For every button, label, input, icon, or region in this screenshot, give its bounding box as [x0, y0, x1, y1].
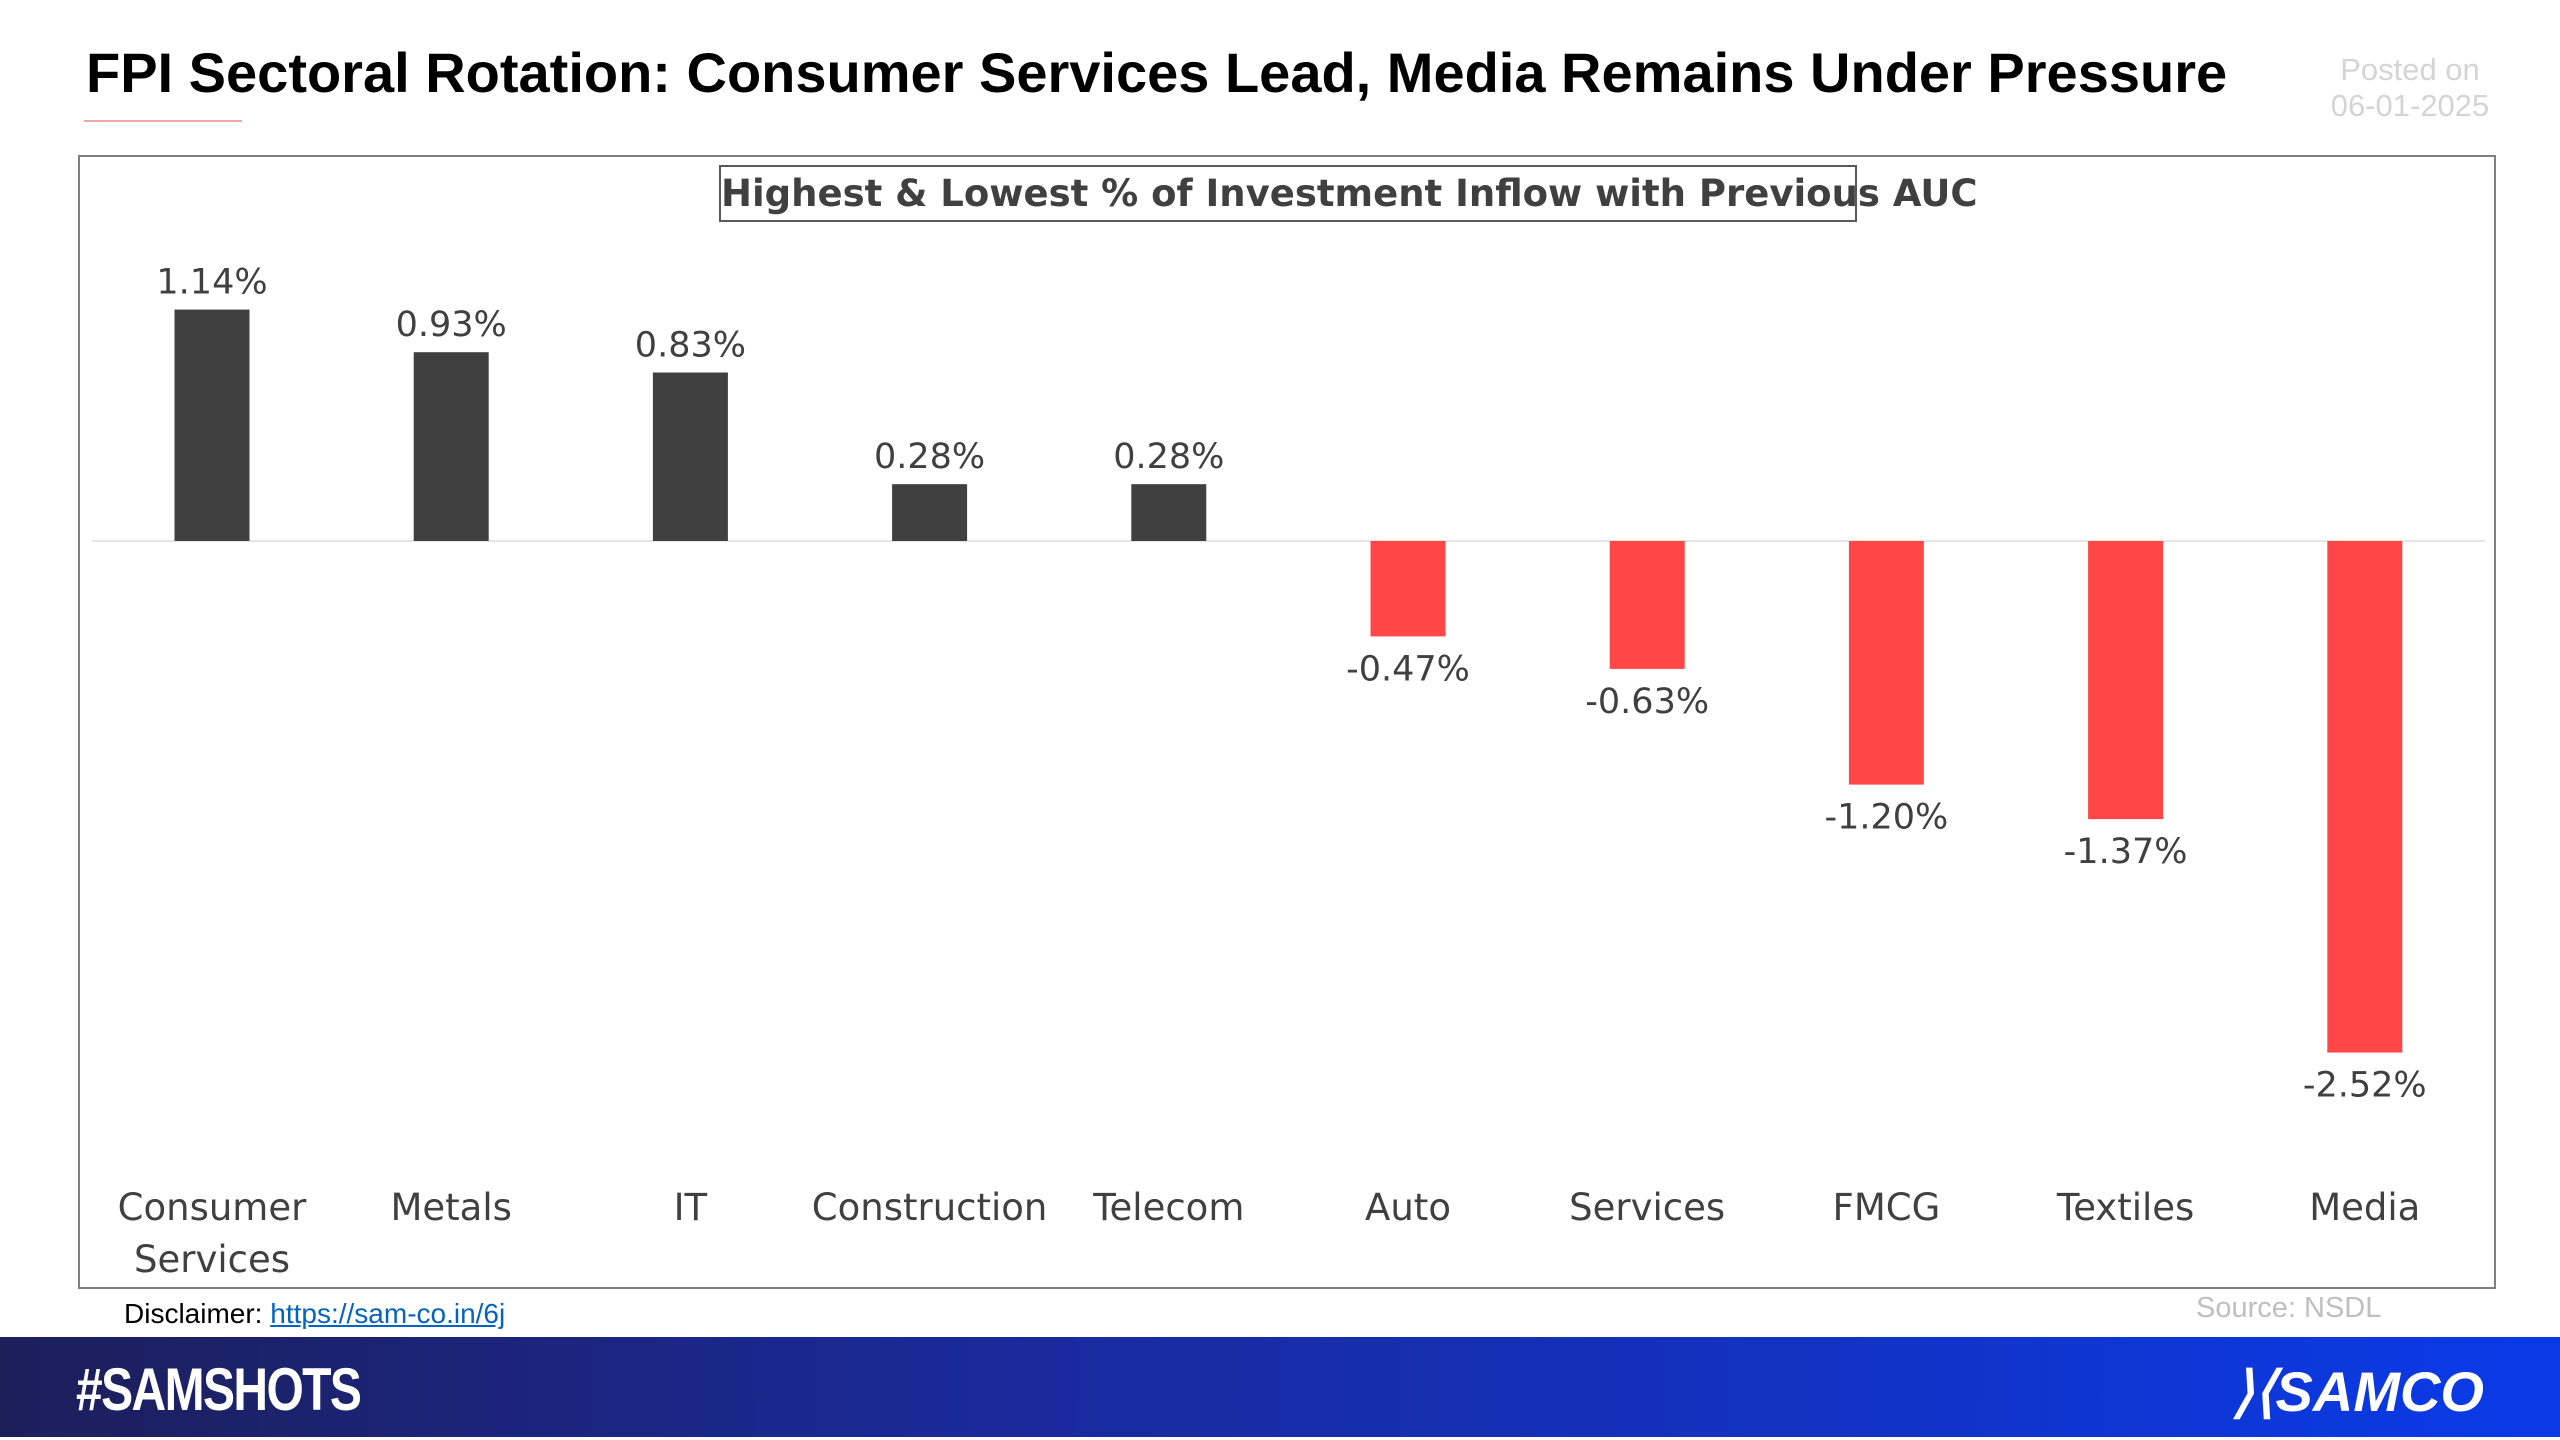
bar [413, 352, 489, 541]
footer-banner: #SAMSHOTS ⟩⟨SAMCO [0, 1337, 2560, 1437]
data-label: 0.93% [396, 305, 507, 345]
category-label: FMCG [1833, 1186, 1941, 1229]
disclaimer-label: Disclaimer: [124, 1298, 263, 1329]
data-label: -0.47% [1346, 649, 1470, 689]
bar [1609, 541, 1685, 669]
title-underline [84, 120, 242, 122]
category-label: Consumer Services [118, 1186, 307, 1281]
category-label: Services [1569, 1186, 1725, 1229]
posted-label: Posted on [2340, 52, 2480, 87]
data-label: 0.28% [1113, 437, 1224, 477]
data-label: 1.14% [156, 263, 267, 303]
bar [2088, 541, 2164, 820]
data-label: -1.37% [2064, 832, 2188, 872]
category-label: Auto [1365, 1186, 1451, 1229]
bar [652, 372, 728, 541]
data-label: 0.83% [635, 326, 746, 366]
bar [2327, 541, 2403, 1053]
data-label: 0.28% [874, 437, 985, 477]
bar [1848, 541, 1924, 785]
category-label: Media [2309, 1186, 2420, 1229]
bar [1370, 541, 1446, 637]
hashtag: #SAMSHOTS [76, 1356, 362, 1423]
category-label: Telecom [1092, 1186, 1244, 1229]
bar [892, 484, 968, 541]
data-label: -0.63% [1585, 682, 1709, 722]
samco-logo: ⟩⟨SAMCO [2232, 1359, 2484, 1425]
logo-mark-icon: ⟩⟨ [2231, 1360, 2276, 1423]
chart-title: Highest & Lowest % of Investment Inflow … [719, 165, 1978, 222]
chart-frame [78, 155, 2496, 1289]
posted-value: 06-01-2025 [2330, 88, 2490, 123]
disclaimer: Disclaimer: https://sam-co.in/6j [124, 1298, 505, 1330]
category-label: IT [674, 1186, 708, 1229]
data-label: -1.20% [1824, 798, 1948, 838]
disclaimer-link[interactable]: https://sam-co.in/6j [270, 1298, 506, 1329]
page-title: FPI Sectoral Rotation: Consumer Services… [86, 41, 2228, 104]
logo-text: SAMCO [2275, 1360, 2484, 1423]
source-note: Source: NSDL [2196, 1292, 2382, 1324]
category-label: Textiles [2056, 1186, 2194, 1229]
category-label: Metals [390, 1186, 511, 1229]
data-label: -2.52% [2303, 1066, 2427, 1106]
bar [174, 309, 250, 541]
category-label: Construction [812, 1186, 1048, 1229]
bar [1131, 484, 1207, 541]
posted-date: Posted on 06-01-2025 [2300, 52, 2520, 124]
